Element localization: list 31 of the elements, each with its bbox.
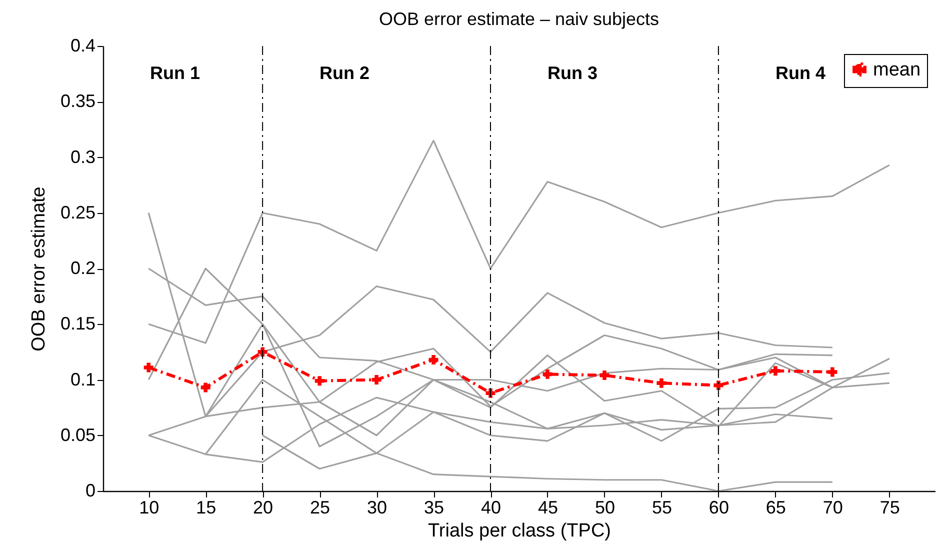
y-tick-label: 0.05: [60, 424, 96, 445]
x-tick-label: 50: [594, 498, 615, 518]
legend-label: mean: [873, 60, 921, 80]
y-tick-label: 0.25: [60, 202, 96, 222]
y-tick-label: 0.15: [60, 314, 96, 334]
annotation: Run 3: [548, 63, 598, 83]
y-tick-label: 0.1: [70, 369, 96, 390]
annotation: Run 2: [320, 63, 370, 83]
x-tick-label: 35: [424, 498, 444, 518]
y-tick-label: 0.4: [70, 36, 96, 56]
x-axis-title: Trials per class (TPC): [428, 520, 611, 542]
x-tick-label: 45: [538, 498, 558, 518]
x-tick-label: 40: [480, 498, 502, 518]
x-tick-label: 75: [880, 498, 900, 518]
x-tick-label: 30: [367, 498, 388, 518]
annotation: Run 1: [150, 63, 200, 83]
annotation: Run 4: [775, 63, 826, 83]
y-tick-label: 0.3: [70, 146, 96, 167]
chart-title: OOB error estimate – naiv subjects: [378, 9, 660, 29]
x-tick-label: 20: [253, 498, 274, 518]
x-tick-label: 55: [652, 498, 672, 518]
y-tick-label: 0.2: [70, 258, 96, 278]
y-tick-label: 0.35: [60, 91, 96, 112]
x-tick-label: 60: [708, 498, 729, 518]
y-axis-title: OOB error estimate: [28, 186, 50, 352]
y-tick-label: 0: [85, 480, 96, 500]
x-tick-label: 25: [310, 498, 330, 518]
x-tick-label: 10: [139, 498, 160, 518]
x-tick-label: 70: [822, 498, 843, 518]
x-tick-label: 65: [766, 498, 786, 518]
x-tick-label: 15: [196, 498, 216, 518]
